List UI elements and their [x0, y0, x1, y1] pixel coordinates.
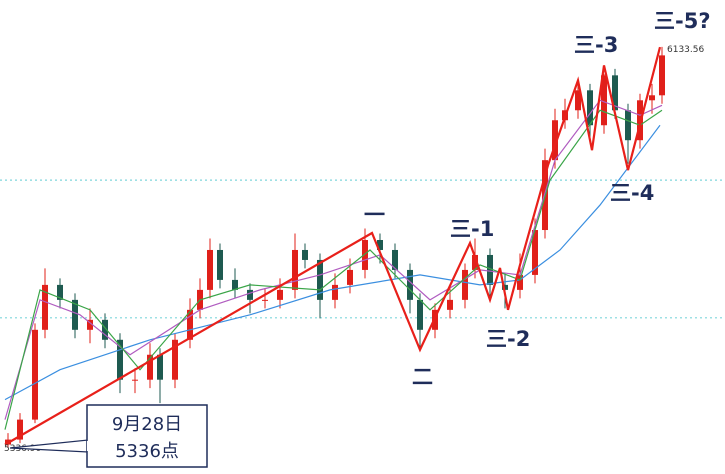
- candle-body: [102, 319, 108, 340]
- candle-body: [317, 259, 323, 300]
- candle-body: [407, 269, 413, 300]
- candle-body: [447, 299, 453, 310]
- candle-body: [472, 254, 478, 270]
- candle-body: [132, 379, 138, 381]
- candle-body: [72, 299, 78, 330]
- candle-body: [232, 279, 238, 290]
- candle-body: [649, 95, 655, 101]
- candle-body: [392, 249, 398, 270]
- candle-body: [601, 75, 607, 126]
- candle-body: [207, 249, 213, 290]
- candle-body: [147, 354, 153, 380]
- candle-body: [362, 239, 368, 270]
- callout-box: [86, 404, 208, 468]
- candle-body: [57, 284, 63, 300]
- candle-body: [217, 249, 223, 280]
- candle-body: [247, 289, 253, 300]
- annotation: 三-5?: [654, 9, 711, 33]
- annotation: 二: [412, 365, 433, 389]
- candle-body: [575, 90, 581, 111]
- candle-body: [292, 249, 298, 290]
- candle-body: [157, 354, 163, 380]
- wave-line: [4, 46, 662, 446]
- candle-body: [377, 239, 383, 250]
- candle-body: [487, 254, 493, 285]
- candle-body: [417, 299, 423, 330]
- annotation: 三-1: [450, 217, 494, 241]
- candle-body: [587, 90, 593, 126]
- candle-body: [32, 329, 38, 420]
- candle-body: [659, 55, 665, 96]
- candle-body: [502, 284, 508, 290]
- candle-body: [262, 299, 268, 301]
- moving-average: [4, 109, 663, 430]
- candle-body: [517, 274, 523, 290]
- plot: [0, 46, 725, 449]
- annotation: 一: [364, 203, 385, 227]
- candle-body: [172, 339, 178, 380]
- annotation: 三-3: [574, 33, 618, 57]
- candle-body: [462, 269, 468, 300]
- annotation: 三-2: [486, 327, 530, 351]
- annotation: 三-4: [610, 181, 654, 205]
- candle-body: [532, 230, 538, 275]
- candle-body: [332, 284, 338, 300]
- candle-body: [117, 339, 123, 380]
- moving-average: [4, 124, 661, 401]
- candle-body: [277, 289, 283, 300]
- candle-body: [187, 309, 193, 340]
- candle-body: [552, 120, 558, 161]
- candle-body: [302, 249, 308, 260]
- candle-body: [347, 269, 353, 285]
- candle-body: [42, 284, 48, 330]
- price-label: 6133.56: [667, 45, 704, 55]
- candle-body: [87, 319, 93, 330]
- callout-text: 5336点: [115, 441, 179, 462]
- candle-body: [625, 110, 631, 141]
- candle-body: [612, 75, 618, 111]
- callout-text: 9月28日: [112, 414, 182, 435]
- candle-body: [17, 419, 23, 440]
